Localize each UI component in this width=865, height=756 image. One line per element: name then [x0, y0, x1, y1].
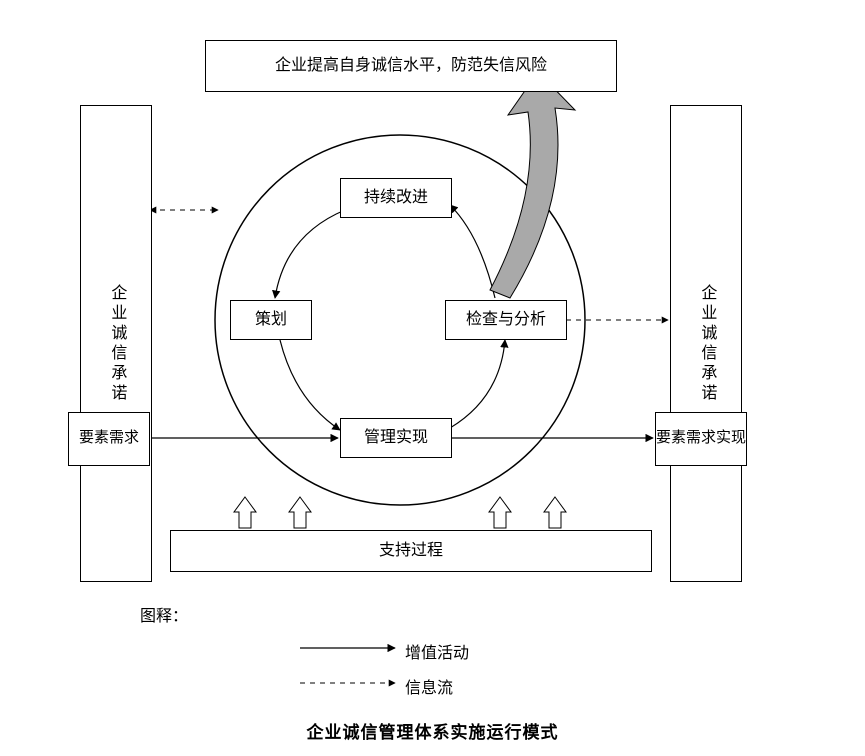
node-top-label: 持续改进: [364, 188, 428, 209]
node-top: 持续改进: [340, 178, 452, 218]
caption: 企业诚信管理体系实施运行模式: [0, 718, 865, 743]
box-right-tall-label: 企业诚信承诺: [696, 284, 717, 404]
node-left-label: 策划: [255, 310, 287, 331]
legend-header: 图释：: [140, 602, 188, 626]
box-left-small: 要素需求: [68, 412, 150, 466]
diagram-root: 企业提高自身诚信水平，防范失信风险 企业诚信承诺 企业诚信承诺 要素需求 要素需…: [0, 0, 865, 756]
box-right-small: 要素需求实现: [655, 412, 747, 466]
legend-item-1: 信息流: [405, 674, 453, 698]
box-left-small-label: 要素需求: [79, 429, 139, 449]
node-right: 检查与分析: [445, 300, 567, 340]
node-bottom: 管理实现: [340, 418, 452, 458]
box-top-label: 企业提高自身诚信水平，防范失信风险: [275, 56, 547, 77]
node-left: 策划: [230, 300, 312, 340]
legend-item-0: 增值活动: [405, 639, 469, 663]
box-right-small-label: 要素需求实现: [656, 429, 746, 449]
big-curved-arrow: [490, 72, 575, 298]
arc-top-left: [275, 210, 345, 298]
support-arrows: [234, 497, 566, 528]
box-bottom-label: 支持过程: [379, 541, 443, 562]
arc-right-top: [450, 205, 495, 298]
box-left-tall-label: 企业诚信承诺: [106, 284, 127, 404]
box-bottom: 支持过程: [170, 530, 652, 572]
arc-bottom-right: [450, 340, 505, 428]
arc-left-bottom: [280, 340, 340, 430]
box-left-tall: 企业诚信承诺: [80, 105, 152, 582]
box-top: 企业提高自身诚信水平，防范失信风险: [205, 40, 617, 92]
box-right-tall: 企业诚信承诺: [670, 105, 742, 582]
node-bottom-label: 管理实现: [364, 428, 428, 449]
node-right-label: 检查与分析: [466, 310, 546, 331]
